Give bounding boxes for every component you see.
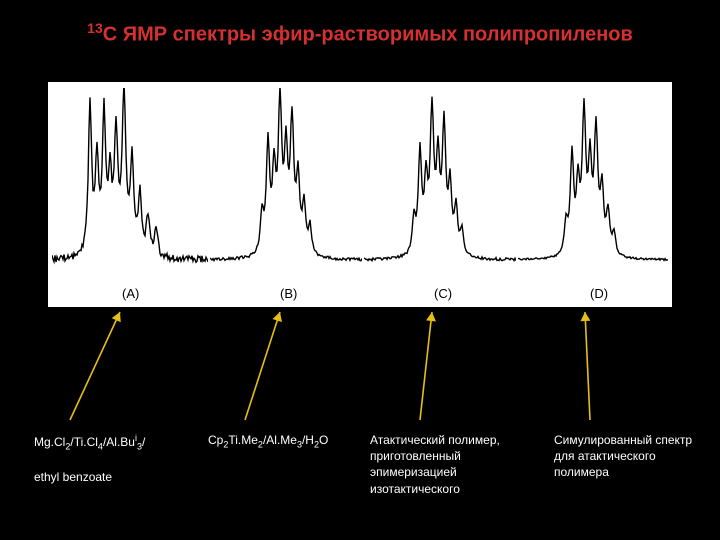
spectrum-label-A: (A) <box>122 286 139 301</box>
spectrum-label-C: (C) <box>434 286 452 301</box>
caption-3: Симулированный спектрдля атактическогопо… <box>554 432 714 481</box>
caption-0: Mg.Cl2/Ti.Cl4/Al.Bui3/ethyl benzoate <box>34 432 194 485</box>
spectrum-svg-A <box>52 88 208 301</box>
spectrum-label-B: (B) <box>280 286 297 301</box>
page-title: 13C ЯМР спектры эфир-растворимых полипро… <box>0 20 720 47</box>
spectrum-svg-D <box>518 88 668 301</box>
spectrum-svg-C <box>364 88 516 301</box>
spectrum-D <box>518 88 668 301</box>
spectrum-A <box>52 88 208 301</box>
title-superscript: 13 <box>87 20 103 36</box>
spectrum-svg-B <box>210 88 362 301</box>
spectra-panel: (A) (B) (C) (D) <box>48 82 672 307</box>
spectrum-C <box>364 88 516 301</box>
spectrum-label-D: (D) <box>590 286 608 301</box>
title-text: C ЯМР спектры эфир-растворимых полипропи… <box>103 24 633 46</box>
caption-1: Cp2Ti.Me2/Al.Me3/H2O <box>208 432 358 451</box>
spectrum-B <box>210 88 362 301</box>
caption-2: Атактический полимер,приготовленныйэпиме… <box>370 432 540 497</box>
